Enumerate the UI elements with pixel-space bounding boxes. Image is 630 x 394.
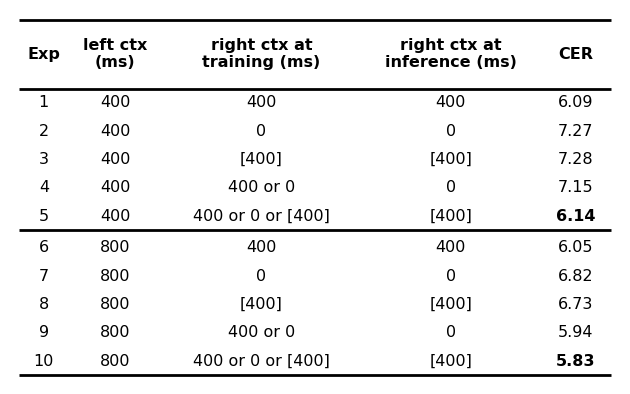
Text: [400]: [400] — [240, 152, 283, 167]
Text: 10: 10 — [33, 354, 54, 369]
Text: 8: 8 — [39, 297, 49, 312]
Text: 400: 400 — [435, 95, 466, 110]
Text: 400: 400 — [100, 95, 130, 110]
Text: 5.94: 5.94 — [558, 325, 593, 340]
Text: [400]: [400] — [240, 297, 283, 312]
Text: left ctx
(ms): left ctx (ms) — [83, 38, 147, 71]
Text: 400: 400 — [100, 180, 130, 195]
Text: 6.14: 6.14 — [556, 209, 595, 224]
Text: Exp: Exp — [28, 46, 60, 62]
Text: 400: 400 — [435, 240, 466, 255]
Text: 800: 800 — [100, 297, 130, 312]
Text: 7.27: 7.27 — [558, 124, 593, 139]
Text: 800: 800 — [100, 325, 130, 340]
Text: 7: 7 — [39, 269, 49, 284]
Text: 400: 400 — [100, 209, 130, 224]
Text: 6.82: 6.82 — [558, 269, 593, 284]
Text: 2: 2 — [39, 124, 49, 139]
Text: 5.83: 5.83 — [556, 354, 595, 369]
Text: 0: 0 — [445, 325, 455, 340]
Text: 800: 800 — [100, 240, 130, 255]
Text: right ctx at
training (ms): right ctx at training (ms) — [202, 38, 321, 71]
Text: 0: 0 — [256, 124, 266, 139]
Text: 400 or 0 or [400]: 400 or 0 or [400] — [193, 354, 330, 369]
Text: 1: 1 — [39, 95, 49, 110]
Text: 3: 3 — [39, 152, 49, 167]
Text: 400: 400 — [100, 152, 130, 167]
Text: 9: 9 — [39, 325, 49, 340]
Text: CER: CER — [558, 46, 593, 62]
Text: 400: 400 — [246, 95, 277, 110]
Text: 4: 4 — [39, 180, 49, 195]
Text: 0: 0 — [445, 180, 455, 195]
Text: 800: 800 — [100, 269, 130, 284]
Text: 6.09: 6.09 — [558, 95, 593, 110]
Text: 400 or 0: 400 or 0 — [228, 325, 295, 340]
Text: 400: 400 — [100, 124, 130, 139]
Text: 800: 800 — [100, 354, 130, 369]
Text: 5: 5 — [39, 209, 49, 224]
Text: 0: 0 — [445, 124, 455, 139]
Text: 6: 6 — [39, 240, 49, 255]
Text: [400]: [400] — [429, 354, 472, 369]
Text: 7.28: 7.28 — [558, 152, 593, 167]
Text: 7.15: 7.15 — [558, 180, 593, 195]
Text: 6.73: 6.73 — [558, 297, 593, 312]
Text: right ctx at
inference (ms): right ctx at inference (ms) — [385, 38, 517, 71]
Text: [400]: [400] — [429, 152, 472, 167]
Text: 400 or 0: 400 or 0 — [228, 180, 295, 195]
Text: [400]: [400] — [429, 209, 472, 224]
Text: [400]: [400] — [429, 297, 472, 312]
Text: 0: 0 — [445, 269, 455, 284]
Text: 6.05: 6.05 — [558, 240, 593, 255]
Text: 400 or 0 or [400]: 400 or 0 or [400] — [193, 209, 330, 224]
Text: 400: 400 — [246, 240, 277, 255]
Text: 0: 0 — [256, 269, 266, 284]
